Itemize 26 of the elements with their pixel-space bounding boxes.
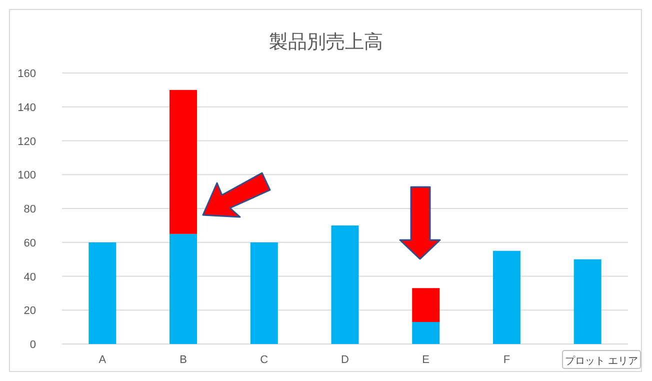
x-tick-label: D [341,354,350,366]
bar [331,225,359,344]
chart-title: 製品別売上高 [269,31,383,53]
y-tick-label: 60 [24,237,36,250]
bar [492,250,520,344]
bar [88,242,116,344]
x-tick-label: F [503,354,510,366]
bar [170,234,198,344]
y-tick-label: 140 [18,102,36,114]
bar [250,242,278,344]
bar [170,90,198,234]
y-tick-label: 0 [30,339,36,351]
x-tick-label: B [180,354,187,366]
y-tick-label: 160 [18,68,36,80]
bar [574,259,602,344]
bar [412,322,440,344]
y-tick-label: 20 [24,305,36,318]
x-tick-label: A [98,354,107,366]
y-tick-label: 120 [18,136,36,148]
text: プロット エリア [565,355,638,367]
bar [412,288,440,322]
x-tick-label: E [422,354,430,366]
y-tick-label: 100 [18,170,36,182]
y-tick-label: 40 [24,271,36,284]
y-tick-label: 80 [24,204,36,216]
x-tick-label: C [260,354,268,366]
